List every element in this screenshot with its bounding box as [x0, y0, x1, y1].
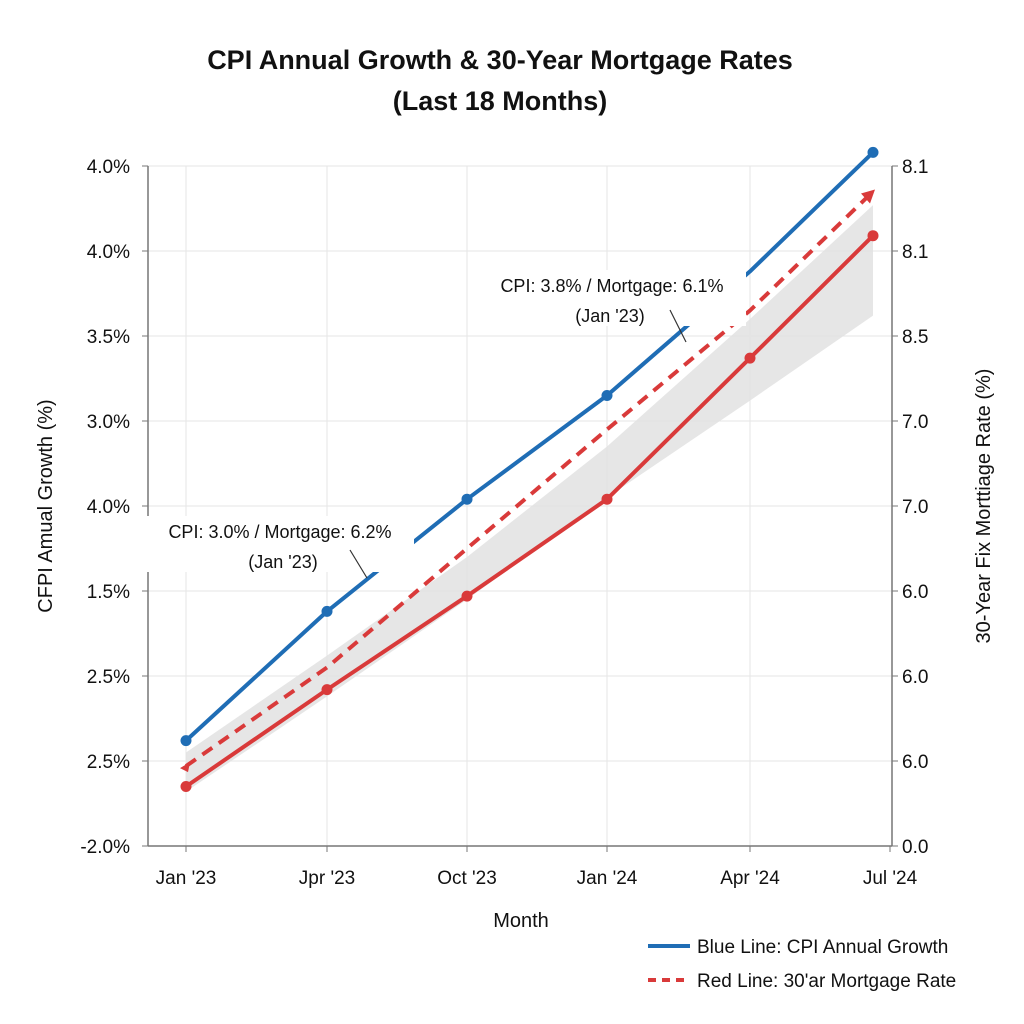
- y-right-tick-label: 0.0: [902, 837, 928, 858]
- annotation-2-leader: [349, 549, 368, 579]
- series-line-2: [184, 234, 875, 789]
- x-tick-label: Oct '23: [437, 868, 497, 889]
- y-left-tick-label: 2.5%: [87, 752, 130, 773]
- x-tick-label: Jul '24: [863, 868, 918, 889]
- series-start-marker: [180, 762, 190, 773]
- series-point-0: [321, 605, 333, 617]
- y-axis-left-label: CFPI Amual Growth (%): [35, 399, 57, 612]
- band-group: [186, 205, 873, 792]
- legend: Blue Line: CPI Annual Growth Red Line: 3…: [648, 937, 956, 992]
- y-left-tick-label: 3.5%: [87, 327, 130, 348]
- series-point-0: [867, 146, 879, 158]
- y-axis-right-label: 30-Year Fix Morttiage Rate (%): [973, 369, 995, 644]
- series-point-2: [744, 352, 756, 364]
- annotation-1: CPI: 3.8% / Mortgage: 6.1% (Jan '23): [478, 270, 746, 343]
- y-right-tick-label: 6.0: [902, 582, 928, 603]
- chart-title-line-1: CPI Annual Growth & 30-Year Mortgage Rat…: [207, 45, 793, 75]
- y-right-tick-label: 7.0: [902, 412, 928, 433]
- y-right-tick-label: 7.0: [902, 497, 928, 518]
- series-point-0: [180, 735, 192, 747]
- annotation-1-sub: (Jan '23): [575, 306, 644, 326]
- y-right-tick-label: 8.5: [902, 327, 928, 348]
- annotation-2-sub: (Jan '23): [248, 552, 317, 572]
- y-left-tick-label: 4.0%: [87, 157, 130, 178]
- y-left-tick-label: 4.0%: [87, 242, 130, 263]
- series-point-2: [180, 781, 192, 792]
- annotation-2-text: CPI: 3.0% / Mortgage: 6.2%: [168, 522, 391, 542]
- annotation-1-leader: [669, 309, 687, 343]
- x-tick-label: Apr '24: [720, 868, 780, 889]
- legend-label-red: Red Line: 30'ar Mortgage Rate: [697, 971, 956, 992]
- y-left-tick-label: -2.0%: [80, 837, 130, 858]
- x-tick-label: Jpr '23: [299, 868, 355, 889]
- series-group: [180, 146, 879, 792]
- series-point-2: [601, 493, 613, 505]
- series-line-0: [184, 150, 875, 743]
- annotation-1-text: CPI: 3.8% / Mortgage: 6.1%: [500, 276, 723, 296]
- x-axis-label: Month: [493, 910, 549, 932]
- y-right-tick-label: 6.0: [902, 752, 928, 773]
- axes: 4.0% 8.1 4.0% 8.1 3.5% 8.5 3.0% 7.0 4.0% 7.0 1.5% 6…: [80, 157, 928, 889]
- annotation-2: CPI: 3.0% / Mortgage: 6.2% (Jan '23): [146, 516, 414, 579]
- series-point-0: [601, 390, 613, 401]
- y-right-tick-label: 6.0: [902, 667, 928, 688]
- y-left-tick-label: 1.5%: [87, 582, 130, 603]
- x-tick-label: Jan '23: [156, 868, 217, 889]
- legend-label-blue: Blue Line: CPI Annual Growth: [697, 937, 948, 958]
- series-point-2: [461, 590, 473, 602]
- y-left-tick-label: 4.0%: [87, 497, 130, 518]
- series-point-2: [867, 230, 879, 242]
- y-right-tick-label: 8.1: [902, 242, 928, 263]
- y-right-tick-label: 8.1: [902, 157, 928, 178]
- chart-title-line-2: (Last 18 Months): [393, 86, 608, 116]
- confidence-band: [186, 205, 873, 792]
- series-arrowhead: [861, 189, 875, 204]
- series-line-1: [184, 190, 875, 768]
- y-left-tick-label: 3.0%: [87, 412, 130, 433]
- y-left-tick-label: 2.5%: [87, 667, 130, 688]
- x-tick-label: Jan '24: [577, 868, 638, 889]
- series-point-2: [321, 684, 333, 696]
- series-point-0: [461, 493, 473, 505]
